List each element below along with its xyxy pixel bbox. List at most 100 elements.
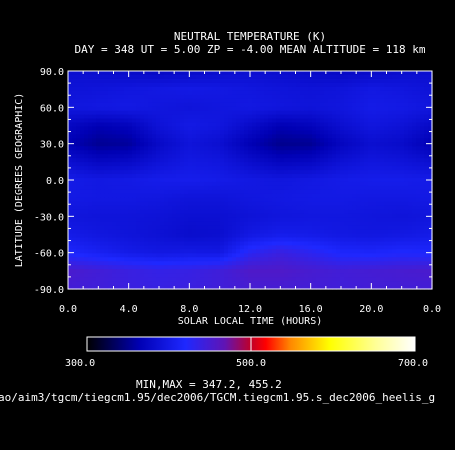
heatmap-cell (72, 257, 77, 262)
heatmap-cell (120, 237, 125, 243)
heatmap-cell (76, 261, 81, 266)
heatmap-cell (336, 130, 341, 136)
heatmap-cell (408, 213, 413, 219)
heatmap-cell (276, 189, 281, 195)
heatmap-cell (96, 82, 101, 88)
heatmap-cell (280, 130, 285, 136)
heatmap-cell (68, 110, 73, 116)
heatmap-cell (244, 94, 249, 100)
heatmap-cell (260, 98, 265, 104)
heatmap-cell (172, 78, 177, 84)
heatmap-cell (144, 285, 149, 290)
heatmap-cell (272, 253, 277, 258)
heatmap-cell (68, 122, 73, 128)
heatmap-cell (196, 273, 201, 278)
heatmap-cell (360, 126, 365, 132)
heatmap-cell (228, 98, 233, 104)
heatmap-cell (408, 74, 413, 80)
heatmap-cell (400, 205, 405, 211)
heatmap-cell (228, 185, 233, 191)
heatmap-cell (160, 181, 165, 187)
heatmap-cell (288, 178, 293, 183)
heatmap-cell (112, 213, 117, 219)
heatmap-cell (132, 110, 137, 116)
heatmap-cell (244, 102, 249, 108)
heatmap-cell (180, 261, 185, 266)
heatmap-cell (88, 90, 93, 96)
heatmap-cell (228, 217, 233, 223)
heatmap-cell (368, 94, 373, 100)
heatmap-cell (212, 122, 217, 128)
heatmap-cell (112, 249, 117, 254)
heatmap-cell (372, 189, 377, 195)
heatmap-cell (424, 221, 429, 227)
heatmap-cell (72, 114, 77, 120)
heatmap-cell (256, 94, 261, 100)
heatmap-cell (168, 174, 173, 179)
heatmap-cell (152, 98, 157, 104)
heatmap-cell (204, 213, 209, 219)
heatmap-cell (208, 106, 213, 112)
heatmap-cell (284, 273, 289, 278)
heatmap-cell (276, 90, 281, 96)
heatmap-cell (316, 237, 321, 243)
heatmap-cell (300, 110, 305, 116)
heatmap-cell (392, 269, 397, 274)
heatmap-cell (216, 90, 221, 96)
heatmap-cell (68, 197, 73, 203)
heatmap-cell (256, 122, 261, 128)
heatmap-cell (372, 245, 377, 250)
heatmap-cell (228, 94, 233, 100)
heatmap-cell (364, 265, 369, 270)
heatmap-cell (120, 185, 125, 191)
heatmap-cell (268, 273, 273, 278)
heatmap-cell (304, 261, 309, 266)
heatmap-cell (76, 174, 81, 179)
heatmap-cell (364, 193, 369, 199)
heatmap-cell (320, 285, 325, 290)
heatmap-cell (228, 277, 233, 282)
heatmap-cell (380, 277, 385, 282)
heatmap-cell (68, 154, 73, 159)
heatmap-cell (388, 269, 393, 274)
heatmap-cell (376, 201, 381, 207)
heatmap-cell (188, 181, 193, 187)
heatmap-cell (188, 74, 193, 80)
heatmap-cell (96, 170, 101, 175)
heatmap-cell (256, 277, 261, 282)
chart-subtitle: DAY = 348 UT = 5.00 ZP = -4.00 MEAN ALTI… (75, 43, 426, 56)
heatmap-cell (116, 74, 121, 80)
heatmap-cell (152, 201, 157, 207)
heatmap-cell (388, 261, 393, 266)
heatmap-cell (408, 122, 413, 128)
heatmap-cell (104, 193, 109, 199)
heatmap-cell (108, 102, 113, 108)
heatmap-cell (144, 122, 149, 128)
heatmap-cell (116, 86, 121, 92)
heatmap-cell (140, 118, 145, 124)
heatmap-cell (248, 110, 253, 116)
heatmap-cell (256, 217, 261, 223)
heatmap-cell (356, 273, 361, 278)
heatmap-cell (424, 118, 429, 124)
heatmap-cell (232, 134, 237, 139)
heatmap-cell (320, 229, 325, 235)
heatmap-cell (200, 178, 205, 183)
heatmap-cell (92, 98, 97, 104)
heatmap-cell (336, 178, 341, 183)
heatmap-cell (140, 166, 145, 171)
heatmap-cell (224, 142, 229, 147)
heatmap-cell (132, 277, 137, 282)
heatmap-cell (184, 193, 189, 199)
heatmap-cell (160, 138, 165, 143)
heatmap-cell (136, 174, 141, 179)
heatmap-cell (208, 114, 213, 120)
heatmap-cell (324, 221, 329, 227)
heatmap-cell (140, 71, 145, 76)
heatmap-cell (332, 82, 337, 88)
heatmap-cell (252, 205, 257, 211)
heatmap-cell (380, 181, 385, 187)
heatmap-cell (120, 162, 125, 167)
heatmap-cell (216, 78, 221, 84)
heatmap-cell (160, 150, 165, 155)
